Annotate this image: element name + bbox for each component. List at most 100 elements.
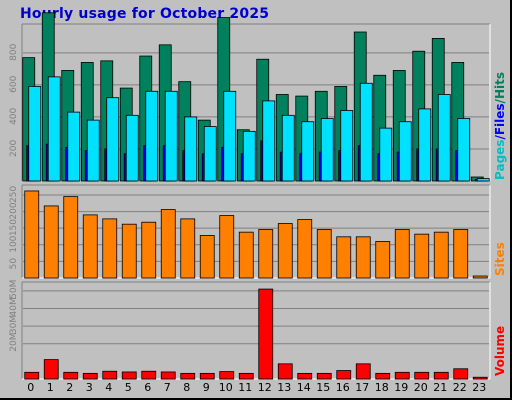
sites-bar bbox=[121, 223, 137, 279]
x-tick-label: 8 bbox=[183, 381, 190, 394]
x-tick-label: 19 bbox=[394, 381, 408, 394]
panel1-legend: Pages/Files/Hits bbox=[493, 72, 507, 180]
sites-bar bbox=[238, 231, 254, 279]
pages-bar bbox=[340, 110, 354, 182]
volume-bar bbox=[160, 371, 176, 380]
volume-bar bbox=[121, 371, 137, 380]
sites-bar bbox=[24, 190, 40, 279]
x-tick-label: 17 bbox=[355, 381, 369, 394]
x-tick-label: 11 bbox=[238, 381, 252, 394]
sites-bar bbox=[316, 229, 332, 279]
y-tick-label: 20M bbox=[9, 333, 19, 352]
x-tick-label: 14 bbox=[297, 381, 311, 394]
x-tick-label: 10 bbox=[219, 381, 233, 394]
x-tick-label: 5 bbox=[125, 381, 132, 394]
pages-bar bbox=[457, 118, 471, 182]
sites-bar bbox=[258, 229, 274, 279]
y-tick-label: 200 bbox=[9, 140, 19, 157]
x-tick-label: 4 bbox=[105, 381, 112, 394]
y-tick-label: 200 bbox=[9, 202, 19, 219]
volume-bar bbox=[453, 368, 469, 380]
pages-bar bbox=[223, 90, 237, 182]
legend-files: Files bbox=[493, 103, 507, 135]
sites-bar bbox=[375, 241, 391, 279]
x-tick-label: 0 bbox=[27, 381, 34, 394]
legend-pages: Pages bbox=[493, 140, 507, 180]
pages-bar bbox=[320, 118, 334, 182]
volume-bar bbox=[24, 371, 40, 380]
x-tick-label: 15 bbox=[316, 381, 330, 394]
y-tick-label: 250 bbox=[9, 186, 19, 203]
sites-bar bbox=[355, 236, 371, 279]
y-tick-label: 150 bbox=[9, 219, 19, 236]
pages-bar bbox=[47, 76, 61, 182]
pages-bar bbox=[379, 127, 393, 182]
legend-hits: Hits bbox=[493, 72, 507, 99]
x-tick-label: 13 bbox=[277, 381, 291, 394]
x-tick-label: 20 bbox=[414, 381, 428, 394]
sites-bar bbox=[414, 233, 430, 279]
x-tick-label: 3 bbox=[86, 381, 93, 394]
volume-bar bbox=[414, 371, 430, 380]
sites-bar bbox=[472, 275, 488, 279]
sites-bar bbox=[394, 229, 410, 279]
volume-bar bbox=[472, 376, 488, 380]
chart-title: Hourly usage for October 2025 bbox=[20, 6, 270, 22]
volume-bar bbox=[336, 370, 352, 380]
x-tick-label: 1 bbox=[47, 381, 54, 394]
sites-bar bbox=[219, 215, 235, 279]
sites-bar bbox=[160, 209, 176, 279]
volume-bar bbox=[43, 359, 59, 380]
sites-bar bbox=[277, 223, 293, 279]
pages-bar bbox=[145, 90, 159, 182]
sites-bar bbox=[297, 219, 313, 279]
legend-sites: Sites bbox=[493, 242, 507, 276]
pages-bar bbox=[418, 108, 432, 182]
pages-bar bbox=[242, 130, 256, 182]
pages-bar bbox=[28, 86, 42, 182]
volume-bar bbox=[199, 372, 215, 380]
y-tick-label: 600 bbox=[9, 75, 19, 92]
pages-bar bbox=[359, 82, 373, 182]
volume-bar bbox=[180, 372, 196, 380]
volume-bar bbox=[355, 363, 371, 380]
y-tick-label: 50M bbox=[9, 280, 19, 299]
y-tick-label: 800 bbox=[9, 43, 19, 60]
sites-bar bbox=[141, 221, 157, 279]
sites-bar bbox=[453, 229, 469, 279]
volume-bar bbox=[219, 371, 235, 380]
volume-bar bbox=[297, 372, 313, 380]
panel-2-area bbox=[22, 185, 490, 278]
y-tick-label: 40M bbox=[9, 297, 19, 316]
pages-bar bbox=[437, 94, 451, 182]
sites-bar bbox=[43, 205, 59, 279]
volume-bar bbox=[238, 372, 254, 380]
panel-1-area bbox=[22, 24, 490, 181]
pages-bar bbox=[67, 111, 81, 182]
volume-bar bbox=[141, 370, 157, 380]
volume-bar bbox=[394, 371, 410, 380]
pages-bar bbox=[184, 116, 198, 182]
x-tick-label: 18 bbox=[375, 381, 389, 394]
sites-bar bbox=[199, 235, 215, 279]
pages-bar bbox=[203, 126, 217, 182]
volume-bar bbox=[82, 372, 98, 380]
x-tick-label: 23 bbox=[472, 381, 486, 394]
volume-bar bbox=[277, 363, 293, 380]
pages-bar bbox=[301, 121, 315, 182]
sites-bar bbox=[336, 236, 352, 279]
pages-bar bbox=[281, 114, 295, 182]
pages-bar bbox=[262, 100, 276, 182]
sites-bar bbox=[102, 218, 118, 279]
x-tick-label: 12 bbox=[258, 381, 272, 394]
y-tick-label: 50 bbox=[9, 258, 19, 270]
pages-bar bbox=[86, 119, 100, 182]
sites-bar bbox=[180, 218, 196, 279]
y-tick-label: 100 bbox=[9, 235, 19, 252]
sites-bar bbox=[63, 196, 79, 279]
volume-bar bbox=[375, 372, 391, 380]
legend-sep: / bbox=[493, 135, 507, 140]
volume-bar bbox=[63, 371, 79, 380]
y-tick-label: 400 bbox=[9, 107, 19, 124]
